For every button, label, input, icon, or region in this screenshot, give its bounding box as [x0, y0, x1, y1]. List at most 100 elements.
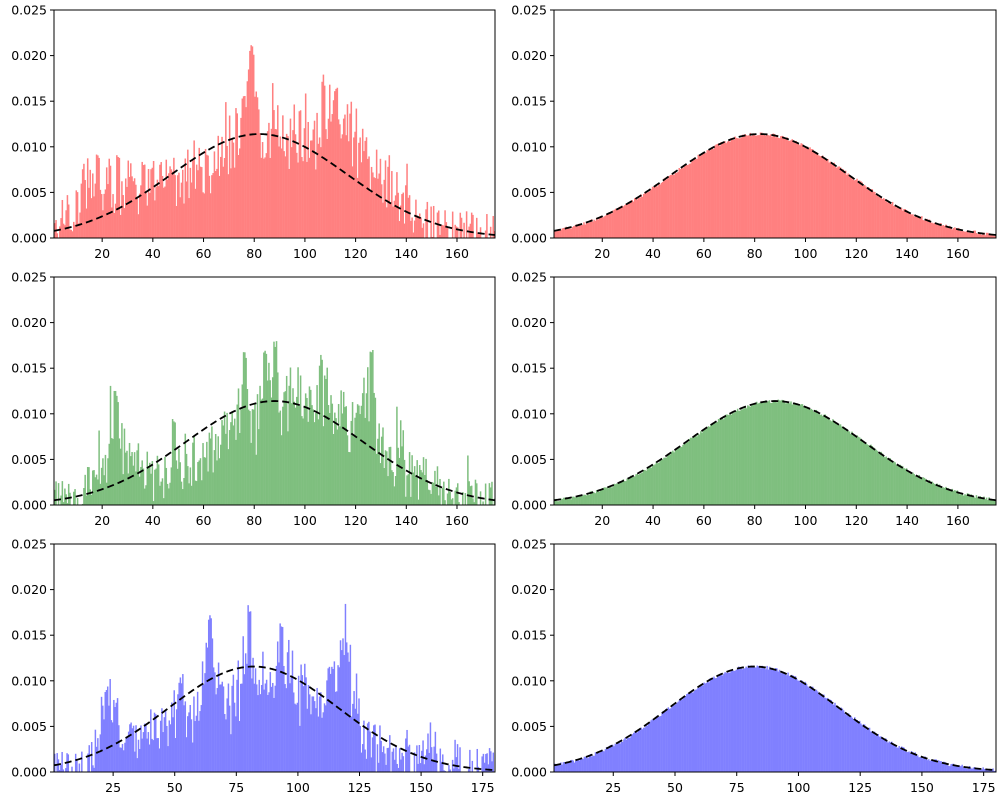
histogram-bar [836, 707, 839, 772]
histogram-bar [260, 399, 263, 505]
histogram-bar [383, 468, 385, 505]
histogram-bar [92, 470, 94, 505]
histogram-bar [230, 168, 232, 238]
histogram-bar [573, 226, 575, 238]
histogram-bar [117, 402, 119, 505]
histogram-bar [389, 735, 391, 772]
histogram-bar [198, 720, 200, 772]
histogram-bar [730, 138, 733, 238]
histogram-bar [102, 210, 104, 238]
histogram-bar [171, 419, 174, 505]
histogram-bar [808, 687, 810, 772]
histogram-bar [320, 354, 322, 505]
histogram-bar [355, 412, 358, 505]
histogram-bar [923, 477, 926, 505]
fit-curve [54, 665, 495, 772]
histogram-bar [733, 139, 735, 238]
histogram-bar [935, 484, 937, 505]
histogram-bar [590, 219, 593, 238]
histogram-bar [212, 173, 214, 238]
histogram-bar [640, 473, 642, 505]
histogram-bar [323, 375, 326, 505]
histogram-bar [392, 206, 394, 238]
histogram-bar [765, 669, 767, 772]
histogram-bar [672, 174, 674, 238]
histogram-bar [315, 708, 317, 772]
histogram-bar [491, 761, 493, 772]
histogram-bar [989, 499, 992, 505]
histogram-bar [123, 208, 126, 238]
histogram-bar [991, 770, 993, 772]
histogram-bar [383, 179, 385, 238]
histogram-bar [166, 725, 168, 772]
histogram-bar [181, 489, 184, 505]
histogram-bar [592, 755, 594, 772]
histogram-bar [102, 705, 104, 772]
histogram-bar [635, 198, 637, 238]
histogram-bar [74, 224, 76, 238]
histogram-bar [562, 762, 565, 772]
histogram-bar [90, 742, 93, 772]
histogram-bar [103, 193, 105, 238]
histogram-bar [898, 465, 900, 505]
histogram-bar [857, 436, 860, 505]
histogram-bar [333, 661, 336, 772]
histogram-bar [968, 493, 970, 505]
histogram-bar [818, 155, 820, 238]
histogram-bar [127, 473, 130, 505]
histogram-bar [484, 230, 487, 238]
histogram-bar [265, 353, 268, 505]
histogram-bar [425, 458, 427, 505]
histogram-bar [304, 393, 307, 505]
histogram-bar [958, 765, 961, 772]
histogram-bar [561, 228, 564, 238]
histogram-bar [791, 674, 793, 772]
histogram-bar [559, 501, 561, 505]
histogram-bar [846, 428, 848, 505]
histogram-bar [382, 202, 384, 238]
histogram-bar [203, 193, 206, 238]
histogram-bar [857, 721, 860, 772]
histogram-bar [839, 709, 841, 772]
histogram-bar [602, 488, 604, 505]
histogram-bar [708, 682, 710, 772]
histogram-bar [757, 135, 759, 238]
histogram-bar [446, 226, 449, 238]
histogram-bar [149, 192, 151, 238]
histogram-bar [345, 642, 348, 772]
histogram-bar [263, 352, 265, 505]
histogram-bar [57, 759, 60, 772]
histogram-bar [342, 638, 344, 772]
histogram-bar [941, 487, 943, 505]
histogram-bar [169, 482, 171, 505]
histogram-bar [350, 420, 353, 505]
histogram-bar [226, 412, 228, 505]
histogram-bar [700, 684, 703, 772]
histogram-bar [136, 758, 139, 772]
histogram-bar [388, 155, 391, 238]
histogram-bar [180, 481, 183, 505]
histogram-bar [766, 665, 768, 772]
histogram-bar [251, 678, 253, 772]
histogram-bar [642, 193, 645, 238]
histogram-bar [830, 421, 833, 505]
histogram-bar [211, 426, 213, 505]
histogram-bar [891, 741, 893, 772]
histogram-bar [201, 480, 203, 505]
histogram-bar [560, 498, 562, 505]
histogram-bar [702, 685, 704, 772]
histogram-bar [241, 98, 244, 238]
histogram-bar [797, 404, 800, 505]
histogram-bar [994, 770, 996, 772]
histogram-bar [60, 218, 62, 238]
histogram-bar [450, 499, 453, 505]
histogram-bar [583, 756, 586, 772]
histogram-bar [635, 731, 637, 772]
histogram-bar [626, 478, 628, 505]
histogram-bar [769, 402, 772, 505]
histogram-bar [128, 442, 131, 505]
histogram-bar [131, 452, 133, 505]
histogram-bar [588, 495, 590, 505]
x-tick-label: 60 [696, 246, 712, 261]
